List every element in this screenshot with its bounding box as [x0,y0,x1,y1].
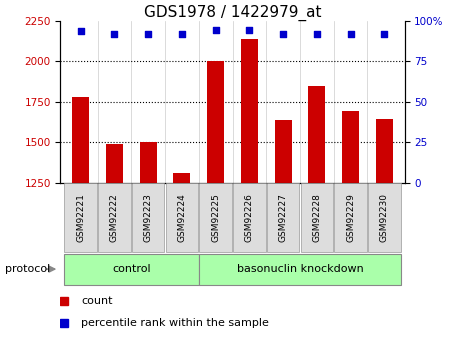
Title: GDS1978 / 1422979_at: GDS1978 / 1422979_at [144,4,321,21]
FancyBboxPatch shape [166,183,198,252]
Bar [106,144,123,183]
Text: control: control [112,264,151,274]
Point [380,32,388,37]
Text: GSM92224: GSM92224 [177,193,186,242]
Text: GSM92229: GSM92229 [346,193,355,242]
FancyBboxPatch shape [199,254,401,285]
Text: percentile rank within the sample: percentile rank within the sample [81,318,269,328]
Text: GSM92221: GSM92221 [76,193,85,242]
Point [145,32,152,37]
FancyBboxPatch shape [267,183,299,252]
Text: GSM92230: GSM92230 [380,193,389,242]
Text: GSM92223: GSM92223 [144,193,153,242]
Text: GSM92227: GSM92227 [279,193,288,242]
Bar [72,97,89,183]
FancyBboxPatch shape [368,183,400,252]
FancyBboxPatch shape [334,183,367,252]
Text: protocol: protocol [5,264,50,274]
Text: GSM92228: GSM92228 [312,193,321,242]
FancyBboxPatch shape [64,254,199,285]
FancyBboxPatch shape [233,183,266,252]
Point [178,31,186,37]
Point [347,32,354,37]
Text: count: count [81,296,113,306]
FancyBboxPatch shape [301,183,333,252]
Bar [241,39,258,183]
Text: GSM92225: GSM92225 [211,193,220,242]
Point [77,29,85,34]
Text: GSM92226: GSM92226 [245,193,254,242]
FancyBboxPatch shape [65,183,97,252]
Text: basonuclin knockdown: basonuclin knockdown [237,264,363,274]
Bar [173,173,190,183]
FancyBboxPatch shape [98,183,131,252]
Point [246,27,253,32]
Point [313,31,320,37]
Point [212,27,219,32]
Text: GSM92222: GSM92222 [110,193,119,242]
Bar [275,120,292,183]
Bar [376,119,393,183]
Point [111,31,118,37]
FancyBboxPatch shape [199,183,232,252]
Bar [342,111,359,183]
Point [279,31,287,37]
Bar [207,61,224,183]
Bar [308,86,326,183]
Bar [140,141,157,183]
FancyBboxPatch shape [132,183,164,252]
